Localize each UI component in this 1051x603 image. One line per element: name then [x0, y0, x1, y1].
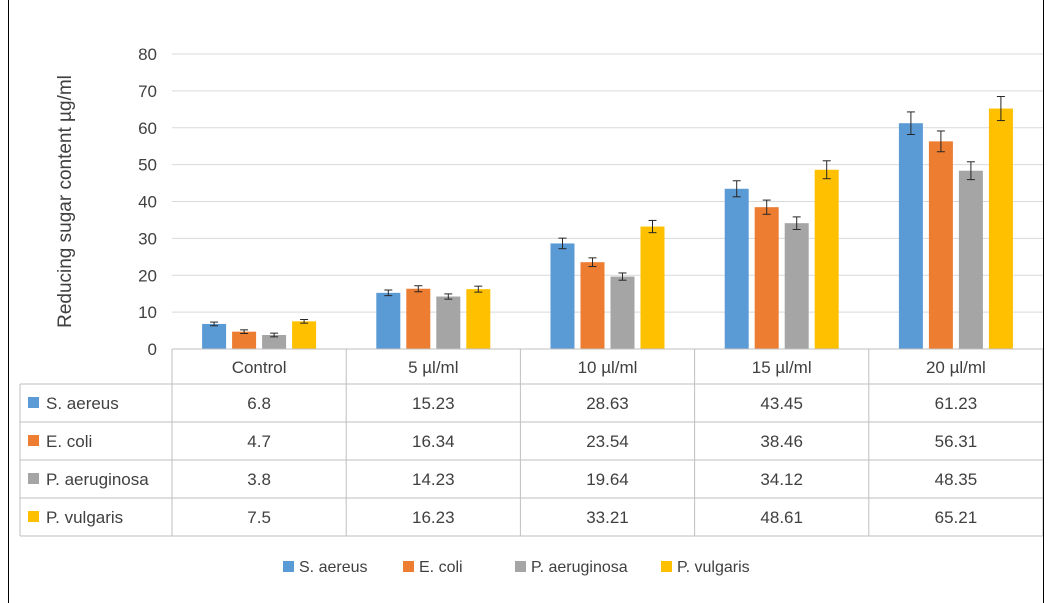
bar — [376, 292, 401, 349]
bar — [988, 108, 1013, 350]
bar-chart: 0 10 20 30 40 50 60 70 80 Control 5 µl/ml 10 µl/ml… — [19, 45, 1043, 576]
data-label: 6.8 — [247, 394, 271, 413]
legend-label: P. aeruginosa — [531, 559, 628, 576]
data-label: 28.63 — [586, 394, 629, 413]
bar — [724, 188, 749, 349]
gridlines — [172, 53, 1043, 313]
data-label: 3.8 — [247, 470, 271, 489]
data-label: 15.23 — [412, 394, 455, 413]
series-name: P. vulgaris — [46, 508, 123, 527]
legend-swatch — [283, 561, 294, 572]
category-label: Control — [232, 358, 287, 377]
legend-label: P. vulgaris — [677, 559, 750, 576]
bar — [784, 223, 809, 349]
y-tick-label: 30 — [138, 229, 157, 248]
bar — [610, 276, 635, 349]
bar — [640, 226, 665, 349]
bars — [202, 108, 1013, 350]
y-tick-label: 80 — [138, 45, 157, 64]
y-axis-label: Reducing sugar content µg/ml — [55, 75, 76, 328]
bar — [202, 323, 227, 349]
data-label: 7.5 — [247, 508, 271, 527]
chart-frame: 0 10 20 30 40 50 60 70 80 Control 5 µl/ml 10 µl/ml… — [8, 0, 1044, 603]
legend-key-swatch — [28, 473, 39, 484]
error-bars — [210, 96, 1005, 338]
data-label: 23.54 — [586, 432, 629, 451]
bar — [232, 331, 257, 349]
bar — [898, 123, 923, 349]
data-table: Control 5 µl/ml 10 µl/ml 15 µl/ml 20 µl/ml S.… — [19, 348, 1043, 537]
legend-label: E. coli — [419, 559, 463, 576]
legend-key-swatch — [28, 511, 39, 522]
data-label: 33.21 — [586, 508, 629, 527]
category-label: 5 µl/ml — [408, 358, 458, 377]
y-tick-label: 60 — [138, 119, 157, 138]
data-label: 48.35 — [935, 470, 978, 489]
y-tick-label: 0 — [148, 340, 157, 359]
data-label: 56.31 — [935, 432, 978, 451]
legend-swatch — [661, 561, 672, 572]
series-name: S. aereus — [46, 394, 119, 413]
data-label: 34.12 — [760, 470, 803, 489]
bar — [754, 207, 779, 349]
bar — [292, 321, 317, 349]
bar — [436, 296, 461, 349]
data-label: 4.7 — [247, 432, 271, 451]
data-label: 19.64 — [586, 470, 629, 489]
series-name: P. aeruginosa — [46, 470, 149, 489]
data-label: 61.23 — [935, 394, 978, 413]
bar — [580, 262, 605, 349]
legend-key-swatch — [28, 397, 39, 408]
data-label: 38.46 — [760, 432, 803, 451]
y-tick-label: 50 — [138, 156, 157, 175]
bar — [550, 243, 575, 349]
legend-swatch — [403, 561, 414, 572]
bar — [814, 169, 839, 349]
legend: S. aereus E. coli P. aeruginosa P. vulgaris — [283, 559, 750, 576]
bar — [466, 289, 491, 349]
data-label: 65.21 — [935, 508, 978, 527]
bar — [928, 141, 953, 349]
data-label: 48.61 — [760, 508, 803, 527]
bar — [406, 288, 431, 349]
data-label: 14.23 — [412, 470, 455, 489]
y-tick-label: 70 — [138, 82, 157, 101]
category-label: 15 µl/ml — [752, 358, 812, 377]
category-label: 20 µl/ml — [926, 358, 986, 377]
category-label: 10 µl/ml — [578, 358, 638, 377]
y-axis: 0 10 20 30 40 50 60 70 80 — [138, 45, 157, 359]
legend-key-swatch — [28, 435, 39, 446]
y-tick-label: 10 — [138, 303, 157, 322]
legend-label: S. aereus — [299, 559, 367, 576]
data-label: 16.34 — [412, 432, 455, 451]
data-label: 43.45 — [760, 394, 803, 413]
series-name: E. coli — [46, 432, 92, 451]
y-tick-label: 20 — [138, 266, 157, 285]
bar — [958, 170, 983, 349]
bar — [262, 334, 287, 349]
data-label: 16.23 — [412, 508, 455, 527]
y-tick-label: 40 — [138, 193, 157, 212]
legend-swatch — [515, 561, 526, 572]
